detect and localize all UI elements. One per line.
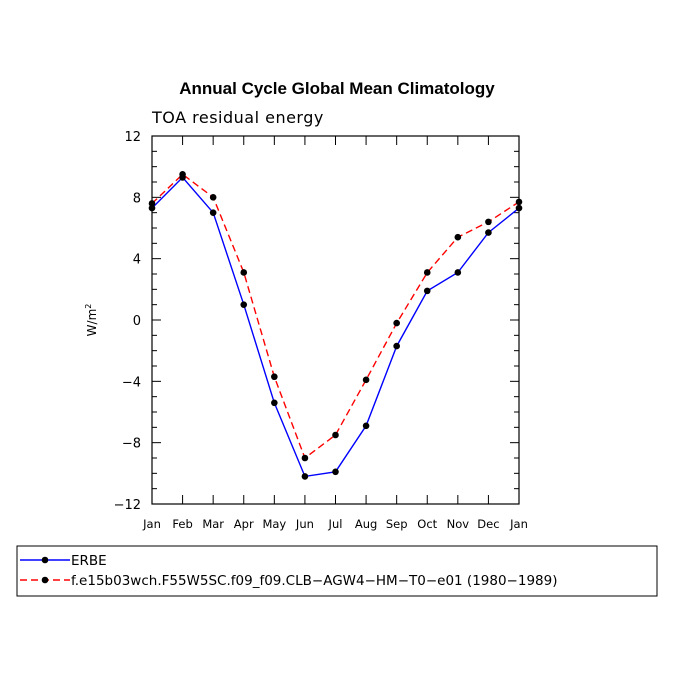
series-1-point — [362, 422, 370, 430]
x-tick-label: Aug — [355, 517, 377, 531]
y-tick-label: −12 — [114, 498, 141, 513]
y-tick-label: 12 — [124, 130, 141, 145]
series-1-point — [332, 468, 339, 476]
x-tick-label: Apr — [234, 517, 254, 531]
y-tick-label: 0 — [133, 314, 141, 329]
x-axis: Jan Feb Mar Apr May Jun Jul Aug Sep Oct Nov Dec Jan — [142, 136, 528, 531]
y-tick-label: −4 — [122, 375, 141, 390]
x-tick-label: Jan — [142, 517, 161, 531]
x-tick-label: Jun — [295, 517, 314, 531]
y-tick-label: 8 — [133, 191, 141, 206]
x-tick-label: Dec — [477, 517, 499, 531]
series-line-2 — [151, 173, 520, 460]
legend-label-1: ERBE — [71, 553, 107, 569]
series-1-point — [454, 269, 462, 276]
series-1-point — [240, 301, 248, 308]
x-tick-label: Nov — [447, 517, 470, 531]
series-1-point — [301, 473, 309, 480]
x-tick-label: Oct — [417, 517, 437, 531]
series-line-1 — [151, 176, 520, 478]
series-1-point — [271, 399, 278, 407]
series-2-point — [393, 319, 400, 327]
series-2-point — [301, 454, 309, 462]
chart-subtitle: TOA residual energy — [151, 108, 324, 127]
y-tick-label: 4 — [133, 253, 141, 268]
y-axis: 12 8 4 0 −4 −8 −12 — [114, 130, 519, 513]
legend-label-2: f.e15b03wch.F55W5SC.f09_f09.CLB−AGW4−HM−… — [71, 573, 558, 589]
series-1-point — [209, 209, 217, 216]
series-2-point — [485, 218, 492, 226]
plot-frame — [151, 135, 520, 505]
x-tick-label: Jan — [509, 517, 528, 531]
series-2-point — [454, 233, 462, 241]
y-axis-label-superscript: 2 — [84, 304, 93, 309]
chart-title: Annual Cycle Global Mean Climatology — [179, 79, 495, 98]
series-1-point — [393, 342, 400, 350]
series-2-point — [179, 171, 186, 178]
series-2-point — [209, 194, 217, 201]
y-axis-label: W/m2 — [84, 304, 99, 337]
y-axis-label-text: W/m — [85, 309, 99, 337]
y-tick-label: −8 — [122, 437, 141, 452]
x-tick-label: Jul — [328, 517, 343, 531]
series-2-point — [515, 198, 523, 206]
series-2-point — [423, 269, 431, 276]
x-tick-label: May — [262, 517, 286, 531]
series-1-point — [485, 229, 492, 236]
series-2-point — [240, 269, 248, 276]
series-layer — [148, 171, 523, 480]
legend: ERBE f.e15b03wch.F55W5SC.f09_f09.CLB−AGW4… — [20, 553, 558, 589]
series-1-point — [515, 204, 523, 212]
series-2-point — [271, 373, 278, 381]
legend-box — [16, 545, 658, 597]
y-minor-ticks — [152, 150, 519, 490]
series-2-point — [362, 376, 370, 384]
series-2-point — [332, 431, 339, 439]
legend-marker-1 — [41, 556, 49, 564]
x-tick-label: Mar — [202, 517, 224, 531]
legend-marker-2 — [41, 576, 49, 584]
x-tick-label: Sep — [386, 517, 408, 531]
series-2-point — [148, 200, 156, 207]
series-1-point — [423, 287, 431, 295]
x-tick-label: Feb — [172, 517, 192, 531]
series-1-point — [148, 204, 156, 212]
